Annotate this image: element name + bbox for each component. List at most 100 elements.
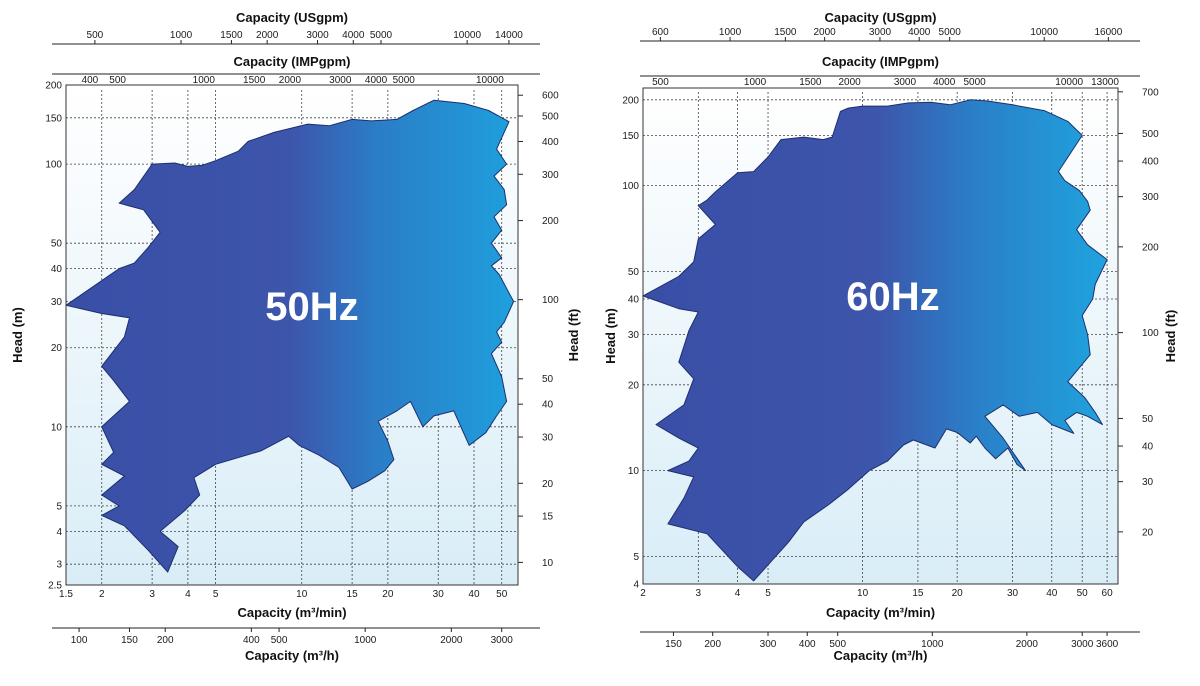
impgpm-tick-label: 3000 bbox=[329, 75, 352, 86]
x-axis-title: Capacity (m³/min) bbox=[237, 605, 346, 620]
m3h-tick-label: 2000 bbox=[440, 635, 463, 646]
ft-tick-label: 40 bbox=[542, 400, 554, 411]
usgpm-tick-label: 3000 bbox=[306, 30, 329, 41]
x-axis-title: Capacity (m³/min) bbox=[826, 605, 935, 620]
x-tick-label: 5 bbox=[765, 588, 771, 599]
y-tick-label: 4 bbox=[56, 527, 62, 538]
charts-root: 50Hz 1.5 2 3 4 5 10 15 20 30 40 50 2.5 3 4 5 10 20 30 40 50 1… bbox=[10, 10, 1178, 663]
ft-tick-label: 500 bbox=[542, 112, 559, 123]
y-tick-label: 200 bbox=[45, 81, 62, 92]
x-tick-label: 10 bbox=[296, 589, 308, 600]
x-tick-label: 2 bbox=[640, 588, 646, 599]
usgpm-tick-label: 5000 bbox=[939, 27, 962, 38]
x-tick-label: 15 bbox=[347, 589, 359, 600]
usgpm-tick-label: 5000 bbox=[370, 30, 393, 41]
usgpm-tick-label: 1500 bbox=[774, 27, 797, 38]
ft-tick-label: 400 bbox=[542, 137, 559, 148]
usgpm-tick-label: 14000 bbox=[495, 30, 523, 41]
ft-tick-label: 300 bbox=[542, 170, 559, 181]
ft-tick-label: 20 bbox=[1142, 527, 1154, 538]
x-tick-label: 40 bbox=[1046, 588, 1058, 599]
ft-tick-label: 30 bbox=[542, 433, 554, 444]
m3h-tick-label: 300 bbox=[760, 639, 777, 650]
impgpm-tick-label: 10000 bbox=[476, 75, 504, 86]
usgpm-tick-label: 4000 bbox=[342, 30, 365, 41]
impgpm-tick-label: 1500 bbox=[243, 75, 266, 86]
impgpm-tick-label: 500 bbox=[109, 75, 126, 86]
usgpm-tick-label: 1000 bbox=[719, 27, 742, 38]
x-tick-label: 3 bbox=[149, 589, 155, 600]
ft-tick-label: 200 bbox=[1142, 242, 1159, 253]
x-tick-label: 15 bbox=[912, 588, 924, 599]
m3h-tick-label: 400 bbox=[799, 639, 816, 650]
impgpm-tick-label: 1500 bbox=[799, 77, 822, 88]
y-tick-label: 30 bbox=[628, 330, 640, 341]
ft-tick-label: 40 bbox=[1142, 442, 1154, 453]
impgpm-tick-label: 1000 bbox=[193, 75, 216, 86]
x-tick-label: 30 bbox=[433, 589, 445, 600]
x-tick-label: 40 bbox=[468, 589, 480, 600]
m3h-tick-label: 3600 bbox=[1096, 639, 1119, 650]
y-tick-label: 150 bbox=[45, 113, 62, 124]
m3h-tick-label: 150 bbox=[121, 635, 138, 646]
x-tick-label: 3 bbox=[696, 588, 702, 599]
y-tick-label: 5 bbox=[633, 552, 639, 563]
y-tick-label: 40 bbox=[628, 295, 640, 306]
impgpm-tick-label: 5000 bbox=[964, 77, 987, 88]
y-tick-label: 100 bbox=[622, 181, 639, 192]
ft-tick-label: 300 bbox=[1142, 192, 1159, 203]
usgpm-axis-title: Capacity (USgpm) bbox=[236, 10, 348, 25]
impgpm-tick-label: 2000 bbox=[279, 75, 302, 86]
y-tick-label: 100 bbox=[45, 160, 62, 171]
y-axis-title: Head (m) bbox=[10, 307, 25, 363]
m3h-tick-label: 400 bbox=[243, 635, 260, 646]
x-tick-label: 60 bbox=[1102, 588, 1114, 599]
x-tick-label: 2 bbox=[99, 589, 105, 600]
impgpm-axis-title: Capacity (IMPgpm) bbox=[822, 54, 939, 69]
usgpm-tick-label: 1500 bbox=[220, 30, 243, 41]
usgpm-tick-label: 16000 bbox=[1094, 27, 1122, 38]
m3h-tick-label: 200 bbox=[704, 639, 721, 650]
coverage-region bbox=[642, 99, 1108, 582]
ft-tick-label: 20 bbox=[542, 479, 554, 490]
x-tick-label: 4 bbox=[185, 589, 191, 600]
coverage-region bbox=[65, 99, 515, 573]
ft-tick-label: 700 bbox=[1142, 87, 1159, 98]
usgpm-tick-label: 10000 bbox=[453, 30, 481, 41]
ft-tick-label: 100 bbox=[542, 295, 559, 306]
impgpm-tick-label: 2000 bbox=[838, 77, 861, 88]
usgpm-tick-label: 500 bbox=[87, 30, 104, 41]
ft-tick-label: 600 bbox=[542, 91, 559, 102]
plot-frame bbox=[65, 84, 519, 586]
ft-tick-label: 500 bbox=[1142, 129, 1159, 140]
impgpm-axis-title: Capacity (IMPgpm) bbox=[233, 54, 350, 69]
y-tick-label: 40 bbox=[51, 264, 63, 275]
impgpm-tick-label: 5000 bbox=[393, 75, 416, 86]
impgpm-tick-label: 13000 bbox=[1091, 77, 1119, 88]
y-tick-label: 20 bbox=[628, 380, 640, 391]
y-axis-title: Head (m) bbox=[603, 308, 618, 364]
m3h-tick-label: 500 bbox=[271, 635, 288, 646]
y-tick-label: 5 bbox=[56, 501, 62, 512]
x-tick-label: 10 bbox=[857, 588, 869, 599]
y-tick-label: 150 bbox=[622, 131, 639, 142]
ft-tick-label: 50 bbox=[1142, 414, 1154, 425]
usgpm-tick-label: 2000 bbox=[256, 30, 279, 41]
ft-tick-label: 100 bbox=[1142, 328, 1159, 339]
y-tick-label: 10 bbox=[628, 466, 640, 477]
x-tick-label: 20 bbox=[952, 588, 964, 599]
usgpm-tick-label: 3000 bbox=[869, 27, 892, 38]
frequency-label: 50Hz bbox=[265, 285, 358, 329]
m3h-tick-label: 1000 bbox=[354, 635, 377, 646]
x-tick-label: 5 bbox=[213, 589, 219, 600]
x-tick-label: 20 bbox=[382, 589, 394, 600]
ft-tick-label: 400 bbox=[1142, 157, 1159, 168]
m3h-tick-label: 2000 bbox=[1016, 639, 1039, 650]
ft-axis-title: Head (ft) bbox=[1163, 310, 1178, 363]
m3h-tick-label: 3000 bbox=[491, 635, 514, 646]
ft-axis-title: Head (ft) bbox=[566, 309, 581, 362]
frequency-label: 60Hz bbox=[846, 275, 939, 319]
usgpm-tick-label: 600 bbox=[652, 27, 669, 38]
impgpm-tick-label: 400 bbox=[82, 75, 99, 86]
